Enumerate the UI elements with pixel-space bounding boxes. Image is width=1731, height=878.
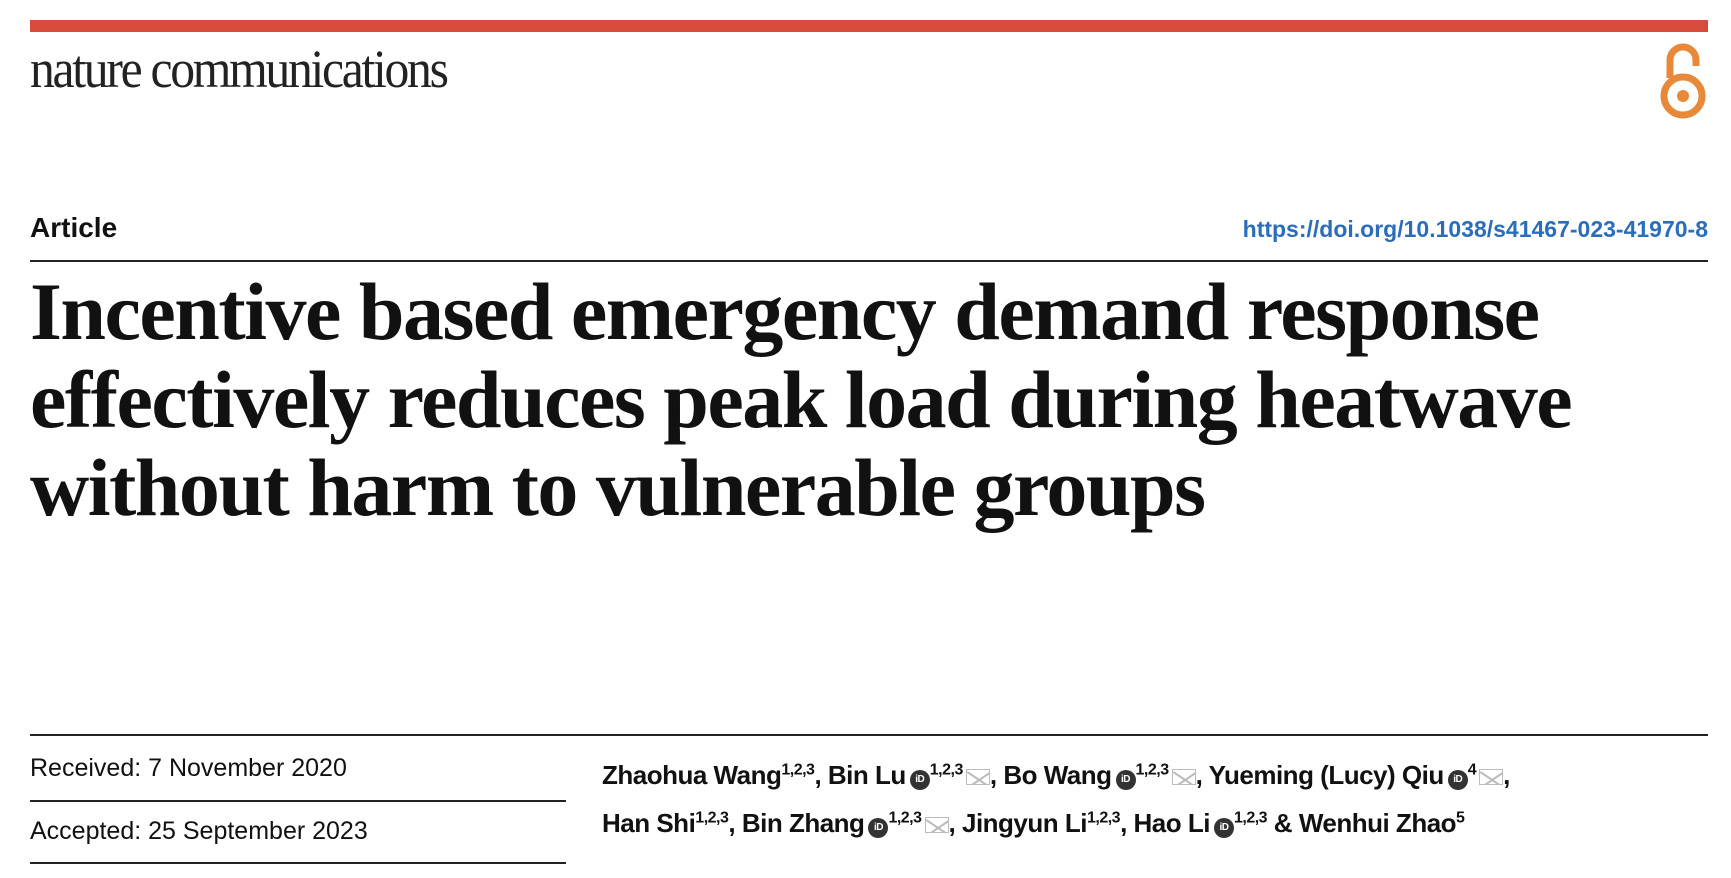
author-affiliation: 1,2,3 <box>781 761 815 778</box>
author-separator: , <box>1195 759 1209 790</box>
email-icon[interactable] <box>924 817 949 834</box>
author-separator: , <box>1120 808 1134 839</box>
email-icon[interactable] <box>965 768 990 785</box>
author-name[interactable]: Bo Wang <box>1003 759 1112 790</box>
author: Wenhui Zhao5 <box>1299 808 1465 838</box>
author-separator: , <box>948 808 962 839</box>
orcid-icon[interactable]: iD <box>1447 769 1468 790</box>
author-name[interactable]: Jingyun Li <box>961 808 1088 839</box>
divider <box>30 862 566 864</box>
orcid-icon[interactable]: iD <box>1213 818 1234 839</box>
author-list: Zhaohua Wang1,2,3, Bin Lu iD1,2,3, Bo Wan… <box>602 748 1712 845</box>
divider <box>30 260 1708 262</box>
author-name[interactable]: Zhaohua Wang <box>602 759 782 790</box>
author: Bo Wang iD1,2,3, <box>1003 760 1208 790</box>
author-separator: , <box>989 759 1004 790</box>
author-name[interactable]: Han Shi <box>602 808 696 839</box>
author-affiliation: 1,2,3 <box>1135 761 1170 778</box>
author-name[interactable]: Bin Zhang <box>741 808 865 839</box>
author-separator: , <box>1503 759 1517 790</box>
author-name[interactable]: Wenhui Zhao <box>1298 808 1457 839</box>
journal-logo[interactable]: nature communications <box>30 39 449 99</box>
divider <box>30 734 1708 736</box>
orcid-icon[interactable]: iD <box>909 769 930 790</box>
journal-accent-bar <box>30 20 1708 32</box>
author-affiliation: 1,2,3 <box>1233 809 1268 827</box>
author-affiliation: 4 <box>1467 761 1477 778</box>
email-icon[interactable] <box>1171 768 1196 785</box>
author: Jingyun Li1,2,3, <box>962 808 1134 838</box>
author-separator: & <box>1267 808 1299 839</box>
author-name[interactable]: Bin Lu <box>827 759 906 790</box>
received-date: Received: 7 November 2020 <box>30 754 347 782</box>
accepted-date: Accepted: 25 September 2023 <box>30 817 368 845</box>
author: Bin Lu iD1,2,3, <box>828 760 1003 790</box>
author: Zhaohua Wang1,2,3, <box>602 760 828 790</box>
author-affiliation: 1,2,3 <box>1086 809 1121 827</box>
article-type: Article <box>30 212 118 243</box>
article-title: Incentive based emergency demand respons… <box>30 266 1573 533</box>
email-icon[interactable] <box>1479 768 1504 785</box>
author-affiliation: 1,2,3 <box>888 809 922 827</box>
author: Hao Li iD1,2,3 & <box>1133 808 1299 839</box>
author-affiliation: 1,2,3 <box>929 761 964 778</box>
author-separator: , <box>814 759 828 790</box>
author: Bin Zhang iD1,2,3, <box>741 808 962 839</box>
author-name[interactable]: Hao Li <box>1133 808 1211 839</box>
author: Han Shi1,2,3, <box>602 808 742 838</box>
orcid-icon[interactable]: iD <box>868 818 889 839</box>
divider <box>30 800 566 802</box>
orcid-icon[interactable]: iD <box>1115 769 1136 790</box>
open-access-lock-icon <box>1660 43 1706 119</box>
author-affiliation: 1,2,3 <box>695 809 729 827</box>
doi-link[interactable]: https://doi.org/10.1038/s41467-023-41970… <box>1242 216 1708 242</box>
author: Yueming (Lucy) Qiu iD4, <box>1209 760 1517 790</box>
author-affiliation: 5 <box>1456 809 1465 827</box>
author-separator: , <box>728 808 742 839</box>
author-name[interactable]: Yueming (Lucy) Qiu <box>1208 759 1445 790</box>
